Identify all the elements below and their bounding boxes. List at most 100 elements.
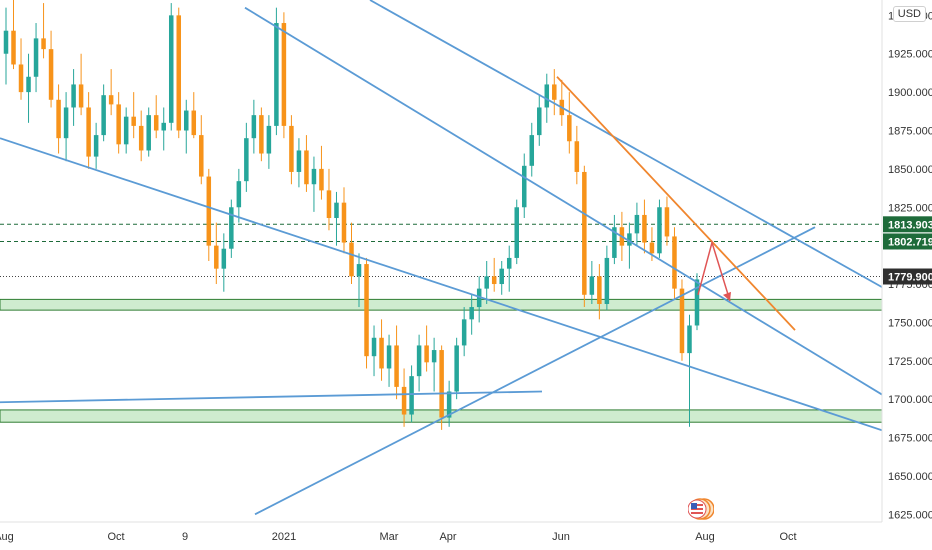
candle-body	[642, 214, 647, 243]
x-tick-label: Aug	[0, 531, 14, 543]
y-tick-label: 1700.000	[888, 394, 932, 406]
candle-body	[679, 288, 685, 354]
y-tick-label: 1750.000	[888, 317, 932, 329]
candle-body	[341, 202, 347, 243]
candle-body	[48, 49, 54, 100]
candle-body	[229, 207, 234, 249]
candle-body	[506, 257, 512, 269]
candle-body	[71, 84, 76, 108]
trendline-4[interactable]	[0, 390, 543, 404]
candle-body	[11, 30, 16, 65]
candle-body	[296, 150, 302, 172]
us-flag-event-icon[interactable]	[687, 496, 715, 522]
candle-body	[491, 276, 497, 285]
x-tick-label: 2021	[272, 531, 296, 543]
candle-body	[604, 257, 610, 304]
candle-body	[454, 345, 459, 392]
candle-body	[221, 248, 227, 269]
price-tag-label: 1802.719	[888, 236, 932, 248]
candle-body	[266, 125, 272, 154]
candle-body	[18, 64, 24, 93]
x-tick-label: Jun	[552, 531, 570, 543]
candle-body	[521, 165, 527, 208]
currency-badge[interactable]: USD	[892, 6, 926, 22]
candle-body	[131, 116, 136, 126]
candle-body	[199, 135, 204, 177]
candle-body	[191, 110, 197, 136]
price-tag	[883, 216, 932, 233]
y-tick-label: 1725.000	[888, 356, 932, 368]
candle-body	[469, 307, 474, 320]
candle-body	[153, 115, 159, 131]
candle-body	[634, 214, 640, 234]
trendline-0[interactable]	[0, 137, 932, 476]
candle-body	[476, 288, 482, 308]
candle-body	[356, 264, 362, 277]
candle-body	[101, 95, 106, 136]
candle-body	[431, 350, 437, 363]
candle-body	[537, 107, 542, 136]
candle-body	[394, 345, 399, 387]
candle-body	[582, 171, 587, 295]
candle-body	[574, 141, 580, 172]
candle-body	[694, 279, 700, 326]
y-tick-label: 1825.000	[888, 202, 932, 214]
candle-body	[304, 150, 309, 185]
candle-body	[364, 264, 369, 357]
candle-body	[206, 176, 212, 246]
candle-body	[597, 276, 602, 304]
candle-body	[552, 84, 557, 100]
candle-body	[319, 168, 324, 191]
candle-body	[146, 115, 151, 151]
trendline-2[interactable]	[369, 0, 883, 288]
candle-body	[446, 391, 452, 418]
trendline-5[interactable]	[556, 76, 796, 331]
candle-body	[236, 181, 242, 208]
projection-arrow	[697, 239, 731, 302]
candle-body	[289, 125, 294, 172]
trendline-1[interactable]	[244, 6, 883, 396]
candle-body	[499, 268, 504, 285]
y-tick-label: 1875.000	[888, 126, 932, 138]
candle-body	[108, 95, 114, 105]
candle-body	[627, 233, 632, 246]
y-tick-label: 1900.000	[888, 87, 932, 99]
candle-body	[259, 115, 264, 154]
support-zone-0	[0, 298, 883, 311]
candle-body	[657, 207, 662, 254]
candle-body	[78, 84, 84, 108]
candle-body	[26, 76, 31, 93]
candle-body	[439, 350, 444, 418]
candle-body	[379, 337, 384, 369]
candle-body	[41, 38, 46, 50]
candle-body	[184, 110, 189, 131]
candle-body	[56, 99, 61, 139]
candle-body	[63, 107, 69, 139]
candle-body	[138, 125, 144, 151]
candle-body	[86, 107, 91, 157]
candle-body	[371, 337, 377, 357]
trendline-3[interactable]	[254, 226, 816, 516]
x-tick-label: Mar	[380, 531, 399, 543]
x-tick-label: Aug	[695, 531, 715, 543]
candle-body	[3, 30, 9, 54]
projection-arrowhead	[723, 291, 731, 301]
candle-body	[401, 386, 407, 415]
x-tick-label: Oct	[107, 531, 124, 543]
candle-body	[386, 345, 392, 369]
candle-body	[244, 138, 249, 182]
candle-body	[274, 23, 279, 126]
candle-body	[672, 236, 677, 289]
price-tag-label: 1779.900	[888, 272, 932, 284]
candle-body	[544, 84, 550, 108]
candle-body	[484, 276, 489, 289]
candle-body	[176, 15, 182, 131]
candle-body	[349, 242, 354, 277]
y-tick-label: 1925.000	[888, 49, 932, 61]
candle-body	[664, 207, 670, 237]
candle-body	[529, 135, 535, 166]
candle-body	[514, 207, 519, 258]
x-tick-label: 9	[182, 531, 188, 543]
x-tick-label: Apr	[439, 531, 456, 543]
